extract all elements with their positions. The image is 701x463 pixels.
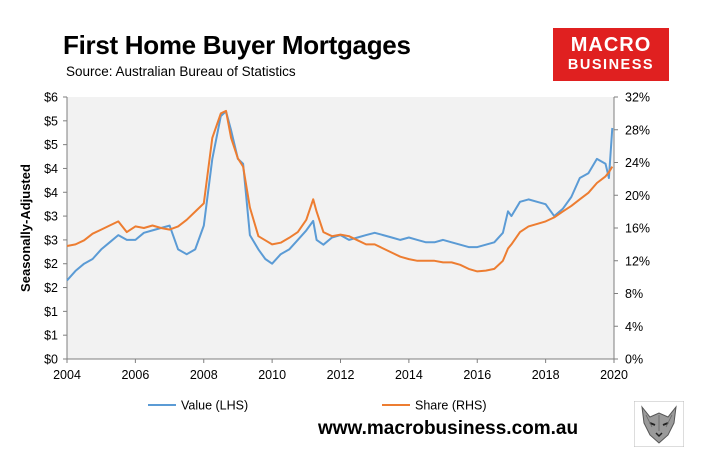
left-tick-label: $5 — [44, 138, 58, 152]
right-tick-label: 16% — [625, 222, 650, 236]
right-tick-label: 28% — [625, 123, 650, 137]
left-tick-label: $3 — [44, 210, 58, 224]
right-axis-ticks: 0% 4% 8% 12% 16% 20% 24% 28% 32% — [614, 91, 650, 367]
chart-title: First Home Buyer Mortgages — [63, 30, 411, 60]
left-tick-label: $4 — [44, 186, 58, 200]
plot-area — [67, 97, 614, 359]
left-tick-label: $2 — [44, 281, 58, 295]
left-tick-label: $4 — [44, 162, 58, 176]
x-tick-label: 2006 — [121, 368, 149, 382]
left-tick-label: $6 — [44, 91, 58, 105]
x-tick-label: 2014 — [395, 368, 423, 382]
x-tick-label: 2008 — [190, 368, 218, 382]
x-tick-label: 2016 — [463, 368, 491, 382]
x-tick-label: 2004 — [53, 368, 81, 382]
legend-label: Share (RHS) — [415, 399, 487, 413]
chart-subtitle: Source: Australian Bureau of Statistics — [66, 64, 296, 79]
y-axis-label: Seasonally-Adjusted — [18, 164, 33, 292]
x-tick-label: 2010 — [258, 368, 286, 382]
left-tick-label: $1 — [44, 329, 58, 343]
macrobusiness-logo: MACRO BUSINESS — [553, 28, 669, 81]
left-axis-ticks: $0 $1 $1 $2 $2 $3 $3 $4 $4 $5 $5 $6 — [44, 91, 67, 367]
legend-label: Value (LHS) — [181, 399, 248, 413]
x-tick-label: 2012 — [327, 368, 355, 382]
left-tick-label: $0 — [44, 353, 58, 367]
right-tick-label: 32% — [625, 91, 650, 105]
left-tick-label: $5 — [44, 114, 58, 128]
x-tick-label: 2020 — [600, 368, 628, 382]
right-tick-label: 4% — [625, 320, 643, 334]
series-lines — [66, 109, 614, 282]
logo-line2: BUSINESS — [567, 57, 655, 73]
right-tick-label: 0% — [625, 353, 643, 367]
right-tick-label: 20% — [625, 189, 650, 203]
legend: Value (LHS) Share (RHS) — [148, 399, 487, 413]
left-tick-label: $1 — [44, 305, 58, 319]
logo-line1: MACRO — [570, 34, 652, 56]
right-tick-label: 24% — [625, 156, 650, 170]
share-rhs-line — [66, 109, 614, 273]
left-tick-label: $3 — [44, 233, 58, 247]
right-tick-label: 8% — [625, 287, 643, 301]
right-tick-label: 12% — [625, 254, 650, 268]
left-tick-label: $2 — [44, 257, 58, 271]
x-tick-label: 2018 — [532, 368, 560, 382]
x-axis-ticks: 2004 2006 2008 2010 2012 2014 2016 2018 2020 — [53, 359, 628, 382]
wolf-logo-icon — [634, 401, 684, 447]
website-url: www.macrobusiness.com.au — [318, 418, 579, 439]
